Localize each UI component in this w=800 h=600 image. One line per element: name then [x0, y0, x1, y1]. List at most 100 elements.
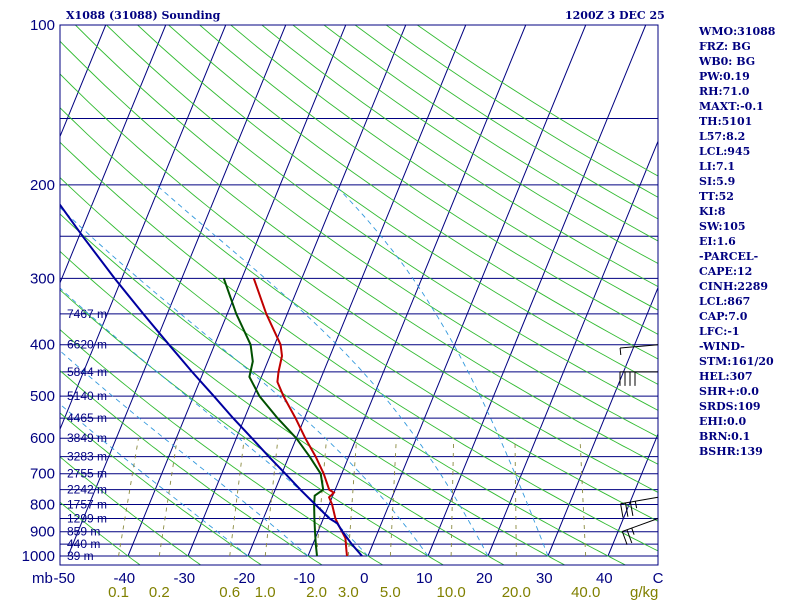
isotherm-line	[607, 432, 658, 557]
height-label: 859 m	[67, 525, 100, 539]
height-label: 3283 m	[67, 450, 107, 464]
index-line: L57:8.2	[699, 130, 745, 143]
isotherm-line	[247, 25, 467, 557]
pressure-tick-label: 100	[30, 17, 55, 34]
index-line: BSHR:139	[699, 445, 763, 458]
isotherm-line	[187, 25, 407, 557]
isotherm-line	[60, 25, 227, 431]
index-line: RH:71.0	[699, 85, 750, 98]
dry-adiabat	[60, 107, 658, 522]
isotherm-line	[67, 25, 287, 557]
index-line: LCL:867	[699, 295, 750, 308]
pressure-tick-label: 600	[30, 430, 55, 447]
mixing-ratio-unit-label: g/kg	[630, 584, 658, 600]
mixing-ratio-line	[450, 438, 455, 557]
index-line: TH:5101	[699, 115, 752, 128]
pressure-tick-label: 200	[30, 177, 55, 194]
index-line: SW:105	[699, 220, 746, 233]
temperature-tick-label: -20	[233, 570, 255, 587]
dry-adiabat	[60, 250, 506, 565]
index-line: CINH:2289	[699, 280, 768, 293]
height-label: 2242 m	[67, 483, 107, 497]
parcel-profile	[60, 203, 363, 557]
mixing-ratio-line	[347, 438, 358, 557]
mixing-ratio-label: 0.2	[149, 584, 170, 600]
index-line: -WIND-	[699, 340, 745, 353]
pressure-tick-label: 500	[30, 388, 55, 405]
mixing-ratio-label: 20.0	[502, 584, 531, 600]
height-label: 3849 m	[67, 431, 107, 445]
mixing-ratio-line	[316, 438, 328, 557]
temperature-tick-label: -30	[173, 570, 195, 587]
dry-adiabat	[261, 25, 658, 288]
mixing-ratio-line	[118, 438, 139, 557]
index-line: HEL:307	[699, 370, 753, 383]
temperature-tick-label: 20	[476, 570, 493, 587]
pressure-tick-label: 800	[30, 497, 55, 514]
temperature-tick-label: 30	[536, 570, 553, 587]
dry-adiabat	[60, 329, 384, 565]
index-line: LI:7.1	[699, 160, 735, 173]
wind-barb	[621, 518, 659, 545]
dry-adiabat	[60, 412, 263, 565]
index-line: LCL:945	[699, 145, 750, 158]
height-label: 4465 m	[67, 411, 107, 425]
temperature-tick-label: -40	[113, 570, 135, 587]
wind-barb	[619, 371, 659, 386]
dry-adiabat	[60, 40, 658, 465]
temperature-tick-label: -10	[293, 570, 315, 587]
mixing-ratio-line	[389, 438, 397, 557]
grid-layer	[60, 25, 658, 565]
plot-frame	[59, 24, 659, 566]
isotherm-line	[60, 25, 107, 138]
mixing-ratio-label: 10.0	[436, 584, 465, 600]
moist-adiabat	[60, 403, 249, 557]
dry-adiabat	[168, 25, 658, 360]
pressure-tick-label: 400	[30, 337, 55, 354]
index-line: -PARCEL-	[699, 250, 758, 263]
dry-adiabat	[106, 25, 658, 411]
height-label: 1299 m	[67, 512, 107, 526]
mixing-ratio-label: 5.0	[380, 584, 401, 600]
index-line: TT:52	[699, 190, 734, 203]
temperature-tick-label: 10	[416, 570, 433, 587]
dry-adiabat	[75, 25, 658, 438]
height-label: 440 m	[67, 537, 100, 551]
dry-adiabat	[199, 25, 658, 335]
wind-barbs	[619, 344, 659, 545]
height-label: 2755 m	[67, 467, 107, 481]
isotherm-line	[547, 286, 658, 557]
mixing-ratio-line	[229, 438, 245, 557]
pressure-tick-label: 900	[30, 524, 55, 541]
height-label: 7467 m	[67, 307, 107, 321]
isotherm-line	[60, 25, 167, 285]
index-line: EHI:0.0	[699, 415, 746, 428]
mixing-ratio-label: 0.6	[219, 584, 240, 600]
index-line: SRDS:109	[699, 400, 761, 413]
mixing-ratio-line	[579, 438, 587, 557]
dry-adiabat	[230, 25, 658, 311]
mixing-ratio-label: 2.0	[306, 584, 327, 600]
mixing-ratio-line	[514, 438, 517, 557]
temperature-tick-label: 0	[360, 570, 368, 587]
station-title: X1088 (31088) Sounding	[66, 9, 221, 22]
mixing-ratio-label: 40.0	[571, 584, 600, 600]
dry-adiabat	[60, 213, 566, 565]
index-line: WB0: BG	[698, 55, 755, 68]
dewpoint-profile	[222, 278, 325, 557]
wind-barb	[619, 344, 659, 356]
index-line: CAP:7.0	[699, 310, 748, 323]
pressure-tick-label: 1000	[22, 548, 55, 565]
sounding-time: 1200Z 3 DEC 25	[565, 9, 665, 22]
index-line: EI:1.6	[699, 235, 736, 248]
dry-adiabat	[60, 73, 658, 493]
height-label: 39 m	[67, 549, 94, 563]
dry-adiabat	[60, 141, 658, 552]
temperature-tick-label: -50	[53, 570, 75, 587]
height-label: 6620 m	[67, 338, 107, 352]
pressure-tick-label: 300	[30, 270, 55, 287]
index-line: LFC:-1	[699, 325, 740, 338]
pressure-tick-label: 700	[30, 466, 55, 483]
